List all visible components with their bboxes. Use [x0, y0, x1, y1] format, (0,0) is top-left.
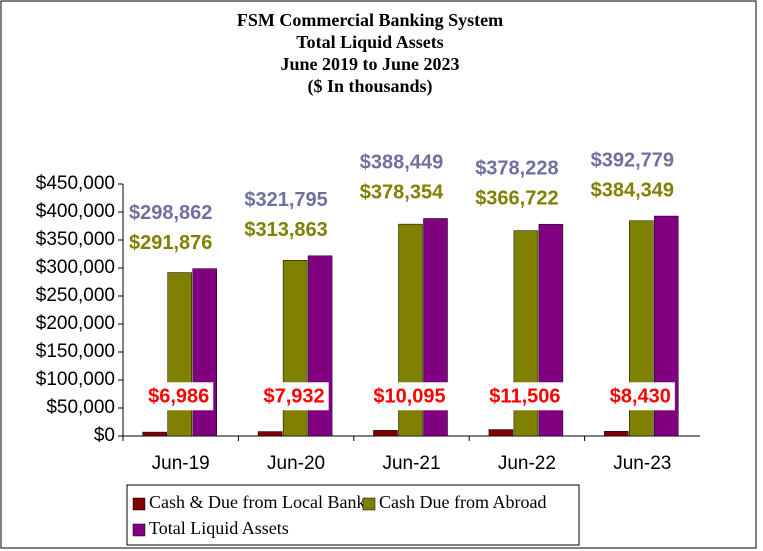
data-label-box	[144, 382, 214, 411]
bar	[604, 431, 629, 437]
data-label: $298,862	[129, 202, 212, 224]
chart-title: FSM Commercial Banking System	[237, 10, 503, 30]
y-tick-label: $100,000	[36, 369, 115, 390]
y-tick-label: $250,000	[36, 285, 115, 306]
legend-swatch	[132, 523, 146, 537]
chart-title: Total Liquid Assets	[296, 32, 443, 52]
y-tick-label: $50,000	[46, 397, 115, 418]
bar	[257, 431, 283, 437]
legend-box	[126, 484, 580, 546]
chart-title: ($ In thousands)	[307, 76, 432, 97]
legend-label: Cash Due from Abroad	[379, 492, 546, 512]
data-label: $8,430	[610, 385, 671, 407]
legend-swatch	[362, 497, 376, 511]
data-label: $7,932	[264, 385, 325, 407]
data-label: $388,449	[360, 152, 443, 174]
legend-swatch	[132, 497, 146, 511]
bar	[167, 272, 192, 437]
x-tick-label: Jun-21	[382, 453, 440, 474]
data-label-box	[605, 382, 675, 411]
y-tick-label: $0	[94, 425, 115, 446]
y-tick-label: $300,000	[36, 257, 115, 278]
data-label: $378,354	[360, 182, 444, 204]
x-tick-label: Jun-23	[613, 453, 671, 474]
data-label: $366,722	[475, 187, 558, 209]
data-label: $392,779	[591, 149, 674, 171]
legend-label: Cash & Due from Local Banks	[149, 492, 372, 512]
bar	[488, 429, 514, 437]
bar	[192, 268, 217, 437]
data-label: $313,863	[244, 219, 327, 241]
data-label: $378,228	[475, 157, 558, 179]
x-tick-label: Jun-19	[152, 453, 210, 474]
data-label: $6,986	[148, 385, 209, 407]
y-tick-label: $150,000	[36, 341, 115, 362]
data-label-box	[369, 382, 450, 411]
y-tick-label: $450,000	[36, 173, 115, 194]
legend-label: Total Liquid Assets	[149, 518, 289, 538]
y-tick-label: $200,000	[36, 313, 115, 334]
x-tick-label: Jun-20	[267, 453, 325, 474]
bar	[373, 430, 398, 437]
data-label-box	[259, 382, 329, 411]
chart-title: June 2019 to June 2023	[280, 54, 459, 74]
x-tick-label: Jun-22	[498, 453, 556, 474]
data-label: $291,876	[129, 232, 212, 254]
data-label: $321,795	[244, 189, 327, 211]
data-label: $11,506	[489, 385, 560, 407]
data-label: $384,349	[591, 179, 674, 201]
y-tick-label: $350,000	[36, 229, 115, 250]
y-tick-label: $400,000	[36, 201, 115, 222]
bar	[142, 431, 167, 437]
data-label: $10,095	[373, 385, 445, 407]
data-label-box	[485, 382, 565, 411]
